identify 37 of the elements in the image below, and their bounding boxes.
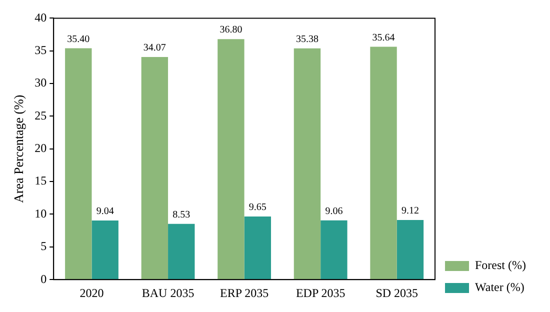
legend-label: Forest (%)	[475, 258, 526, 272]
data-label: 8.53	[172, 209, 190, 220]
y-tick-label: 40	[34, 10, 47, 24]
x-tick-label: 2020	[80, 286, 104, 300]
data-label: 36.80	[220, 24, 242, 36]
y-axis-title: Area Percentage (%)	[11, 94, 26, 204]
y-tick-label: 15	[34, 174, 47, 188]
data-label: 9.04	[96, 206, 114, 218]
bar	[396, 220, 424, 280]
data-label: 9.12	[401, 206, 419, 217]
bar	[244, 216, 272, 280]
y-tick-label: 25	[34, 108, 47, 122]
legend-label: Water (%)	[475, 280, 524, 294]
data-label: 9.65	[248, 202, 266, 214]
y-tick-label: 0	[40, 272, 47, 286]
bar	[294, 48, 321, 280]
y-tick-label: 30	[34, 76, 47, 90]
y-tick-label: 5	[40, 239, 47, 254]
x-tick-label: SD 2035	[376, 286, 418, 300]
y-tick-label: 35	[34, 43, 47, 58]
data-label: 35.38	[296, 34, 318, 46]
data-label: 35.64	[372, 32, 395, 44]
x-tick-label: BAU 2035	[142, 286, 194, 300]
y-tick-label: 10	[34, 206, 47, 220]
y-tick-label: 20	[34, 141, 47, 156]
data-label: 34.07	[143, 42, 166, 54]
data-label: 35.40	[67, 34, 90, 45]
bar	[92, 220, 118, 280]
bar	[370, 46, 397, 280]
bar	[168, 224, 195, 280]
bar	[65, 48, 92, 280]
data-label: 9.06	[325, 206, 343, 218]
bar	[141, 56, 168, 280]
bar	[320, 220, 348, 280]
x-tick-label: ERP 2035	[220, 286, 269, 300]
x-tick-label: EDP 2035	[296, 286, 346, 300]
bar	[218, 39, 244, 280]
